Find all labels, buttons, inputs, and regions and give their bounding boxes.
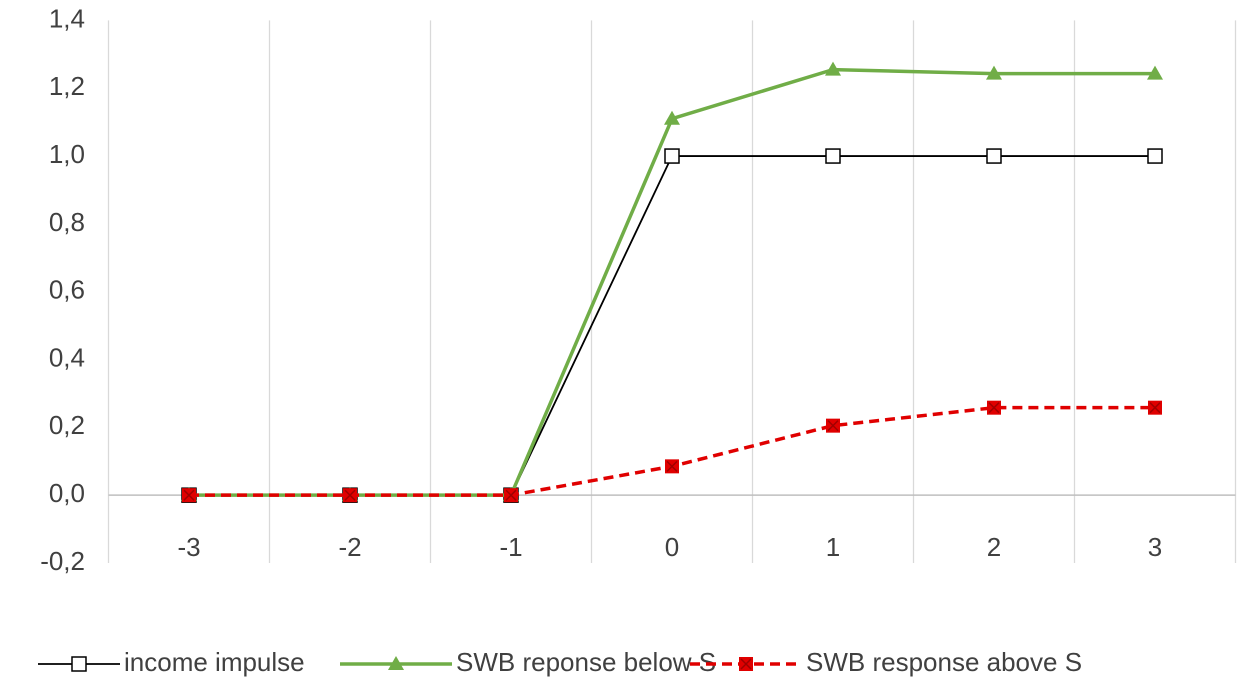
x-tick-label: -1 [499, 532, 522, 562]
x-tick-label: -2 [338, 532, 361, 562]
marker [986, 65, 1002, 80]
legend-label: SWB reponse below S [456, 647, 716, 677]
series-line [189, 155, 1155, 497]
marker [665, 459, 679, 474]
marker-shape [825, 61, 841, 76]
marker [182, 488, 196, 503]
marker-cross [1149, 402, 1161, 414]
y-tick-label: 1,0 [49, 139, 85, 169]
marker-cross [666, 460, 678, 472]
marker-shape [664, 110, 680, 125]
marker [986, 148, 1002, 164]
marker [388, 656, 404, 670]
y-tick-label: -0,2 [40, 546, 85, 576]
marker [826, 418, 840, 433]
marker-shape [1147, 148, 1163, 164]
marker-shape [986, 148, 1002, 164]
y-tick-label: 0,0 [49, 478, 85, 508]
marker-shape [825, 148, 841, 164]
y-tick-label: 0,6 [49, 275, 85, 305]
marker [343, 488, 357, 503]
y-tick-label: 0,4 [49, 342, 85, 372]
y-tick-label: 1,2 [49, 71, 85, 101]
x-tick-label: 0 [665, 532, 679, 562]
marker-cross [344, 489, 356, 501]
marker-cross [183, 489, 195, 501]
marker [664, 148, 680, 164]
marker-shape [986, 65, 1002, 80]
marker [504, 488, 518, 503]
legend-label: income impulse [124, 647, 305, 677]
marker [71, 656, 87, 672]
y-tick-label: 0,8 [49, 207, 85, 237]
marker [664, 110, 680, 125]
legend: income impulse SWB reponse below S SWB res… [38, 647, 1082, 677]
marker-cross [988, 402, 1000, 414]
marker [1148, 400, 1162, 415]
x-tick-label: 1 [826, 532, 840, 562]
marker [1147, 65, 1163, 80]
y-tick-label: 1,4 [49, 3, 85, 33]
marker-shape [388, 656, 404, 670]
marker [1147, 148, 1163, 164]
marker-shape [1147, 65, 1163, 80]
x-tick-label: 2 [987, 532, 1001, 562]
marker [739, 657, 753, 671]
legend-label: SWB response above S [806, 647, 1082, 677]
marker-shape [71, 656, 87, 672]
marker [825, 61, 841, 76]
x-tick-label: 3 [1148, 532, 1162, 562]
marker [987, 400, 1001, 415]
x-tick-label: -3 [177, 532, 200, 562]
marker-cross [505, 489, 517, 501]
y-tick-label: 0,2 [49, 410, 85, 440]
marker-cross [740, 658, 752, 670]
marker-cross [827, 420, 839, 432]
marker-shape [664, 148, 680, 164]
series-line [189, 405, 1155, 497]
marker [825, 148, 841, 164]
series-line [189, 67, 1155, 497]
